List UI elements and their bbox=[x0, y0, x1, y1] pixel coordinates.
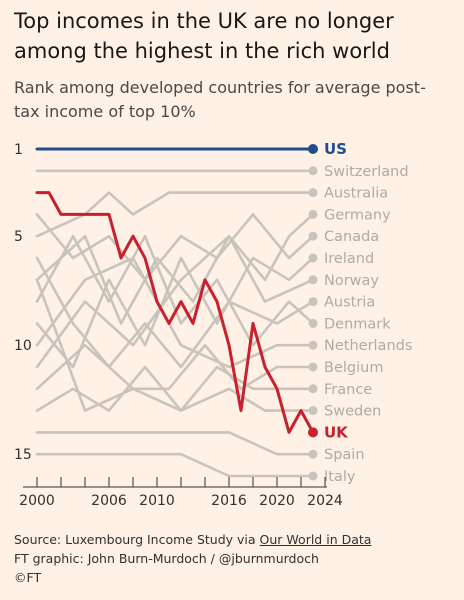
series-label-italy: Italy bbox=[324, 469, 356, 485]
line-france bbox=[35, 365, 315, 412]
line-sweden bbox=[35, 278, 315, 412]
end-dot-france bbox=[308, 384, 318, 394]
end-dot-canada bbox=[308, 231, 318, 241]
end-dot-australia bbox=[308, 188, 318, 198]
source-note: Source: Luxembourg Income Study via Our … bbox=[14, 530, 371, 549]
x-tick-label-2006: 2006 bbox=[91, 493, 127, 509]
series-label-france: France bbox=[324, 382, 372, 398]
line-canada bbox=[35, 213, 315, 282]
graphic-credit: FT graphic: John Burn-Murdoch / @jburnmu… bbox=[14, 551, 319, 566]
x-tick-label-2020: 2020 bbox=[259, 493, 295, 509]
line-italy bbox=[35, 452, 315, 478]
series-label-netherlands: Netherlands bbox=[324, 338, 412, 354]
series-label-spain: Spain bbox=[324, 447, 365, 463]
x-tick-label-2016: 2016 bbox=[211, 493, 247, 509]
y-tick-label-5: 5 bbox=[14, 229, 23, 245]
end-dot-us bbox=[308, 144, 318, 154]
end-dot-denmark bbox=[308, 318, 318, 328]
y-tick-label-10: 10 bbox=[14, 338, 32, 354]
end-dot-italy bbox=[308, 471, 318, 481]
end-dot-norway bbox=[308, 275, 318, 285]
end-dot-austria bbox=[308, 297, 318, 307]
y-tick-label-1: 1 bbox=[14, 142, 23, 158]
series-label-australia: Australia bbox=[324, 186, 388, 202]
our-world-in-data-link[interactable]: Our World in Data bbox=[259, 532, 372, 547]
series-label-norway: Norway bbox=[324, 273, 379, 289]
end-dot-sweden bbox=[308, 406, 318, 416]
series-label-ireland: Ireland bbox=[324, 251, 374, 267]
chart-title: Top incomes in the UK are no longer amon… bbox=[14, 9, 394, 63]
line-uk bbox=[35, 191, 315, 434]
line-belgium bbox=[35, 343, 315, 391]
series-label-denmark: Denmark bbox=[324, 316, 391, 332]
line-austria bbox=[35, 256, 315, 369]
series-label-us: US bbox=[324, 140, 347, 158]
end-dot-ireland bbox=[308, 253, 318, 263]
end-dot-netherlands bbox=[308, 340, 318, 350]
copyright: ©FT bbox=[14, 570, 42, 585]
source-prefix: Source: Luxembourg Income Study via bbox=[14, 532, 260, 547]
series-label-switzerland: Switzerland bbox=[324, 164, 409, 180]
line-germany bbox=[35, 213, 315, 325]
chart-subtitle: Rank among developed countries for avera… bbox=[14, 78, 426, 121]
series-label-austria: Austria bbox=[324, 295, 375, 311]
end-dot-uk bbox=[308, 427, 318, 438]
series-label-germany: Germany bbox=[324, 207, 391, 223]
x-tick-label-2024: 2024 bbox=[307, 493, 343, 509]
end-dot-germany bbox=[308, 209, 318, 219]
line-denmark bbox=[35, 234, 315, 347]
series-label-belgium: Belgium bbox=[324, 360, 383, 376]
line-netherlands bbox=[35, 256, 315, 369]
y-tick-label-15: 15 bbox=[14, 447, 32, 463]
end-dot-switzerland bbox=[308, 166, 318, 176]
x-tick-label-2010: 2010 bbox=[139, 493, 175, 509]
x-tick-label-2000: 2000 bbox=[19, 493, 55, 509]
line-norway bbox=[35, 234, 315, 369]
line-spain bbox=[35, 431, 315, 456]
series-label-sweden: Sweden bbox=[324, 404, 381, 420]
series-label-uk: UK bbox=[324, 423, 349, 441]
rank-chart: 151015USUKSwitzerlandAustraliaGermanyCan… bbox=[14, 140, 412, 509]
end-dot-spain bbox=[308, 449, 318, 459]
end-dot-belgium bbox=[308, 362, 318, 372]
series-label-canada: Canada bbox=[324, 229, 379, 245]
